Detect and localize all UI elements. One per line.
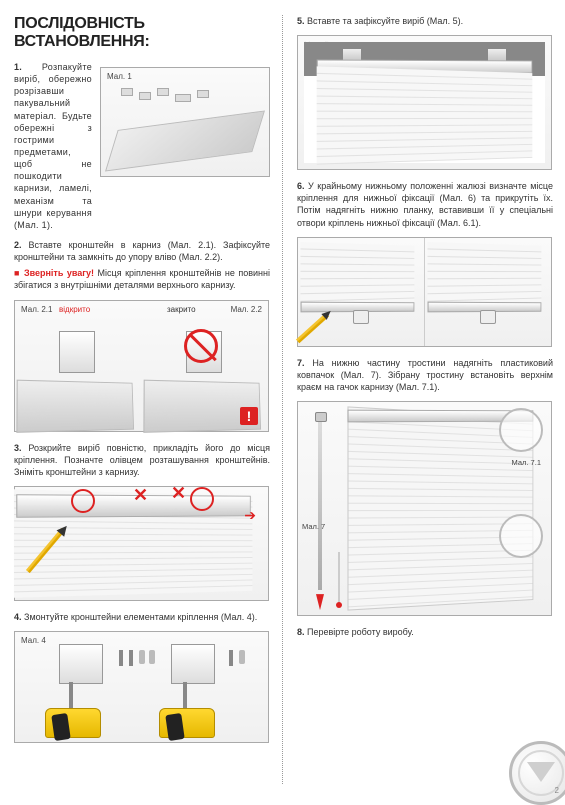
fig1-part (175, 94, 191, 102)
screw-icon (229, 650, 233, 666)
plug-icon (139, 650, 145, 664)
mark-circle-icon (71, 489, 95, 513)
step-3: 3. Розкрийте виріб повністю, прикладіть … (14, 442, 270, 478)
step-5: 5. Вставте та зафіксуйте виріб (Мал. 5). (297, 15, 553, 27)
figure-1-label: Мал. 1 (107, 72, 132, 81)
fig1-part (139, 92, 151, 100)
figure-2-2-label: Мал. 2.2 (231, 305, 262, 314)
step-2-warning: ■ Зверніть увагу! Місця кріплення кроншт… (14, 267, 270, 291)
drill-icon (159, 688, 229, 738)
step-4-num: 4. (14, 612, 22, 622)
red-x-icon: ✕ (171, 483, 186, 504)
figure-2: Мал. 2.1 відкрито закрито Мал. 2.2 ! (14, 300, 269, 432)
step-5-body: Вставте та зафіксуйте виріб (Мал. 5). (307, 16, 463, 26)
step-8-num: 8. (297, 627, 305, 637)
fig1-headrail (105, 110, 265, 171)
screw-icon (119, 650, 123, 666)
fig1-part (121, 88, 133, 96)
fig6-clip (353, 310, 369, 324)
figure-7-1-label: Мал. 7.1 (512, 458, 541, 467)
step-5-text: 5. Вставте та зафіксуйте виріб (Мал. 5). (297, 15, 553, 27)
fig2-bracket-open (59, 331, 95, 373)
fig1-part (197, 90, 209, 98)
step-7-body: На нижню частину тростини надягніть плас… (297, 358, 553, 392)
figure-7: Мал. 7 Мал. 7.1 (297, 401, 552, 616)
fig2-left (15, 321, 142, 431)
warn-label: Зверніть увагу! (24, 268, 94, 278)
page-title: ПОСЛІДОВНІСТЬ ВСТАНОВЛЕННЯ: (14, 15, 270, 51)
fig1-part (157, 88, 169, 96)
fig5-blinds (317, 66, 533, 164)
plug-icon (239, 650, 245, 664)
step-6: 6. У крайньому нижньому положенні жалюзі… (297, 180, 553, 229)
step-1: 1. Розпакуйте виріб, обережно розрізавши… (14, 61, 270, 231)
prohibit-icon (184, 329, 218, 363)
zoom-circle-icon (499, 408, 543, 452)
step-6-body: У крайньому нижньому положенні жалюзі ви… (297, 181, 553, 227)
step-3-body: Розкрийте виріб повністю, прикладіть йог… (14, 443, 270, 477)
step-8-text: 8. Перевірте роботу виробу. (297, 626, 553, 638)
step-4-text: 4. Змонтуйте кронштейни елементами кріпл… (14, 611, 270, 623)
pencil-icon (296, 312, 329, 342)
step-8-body: Перевірте роботу виробу. (307, 627, 414, 637)
page-number: 2 (555, 786, 559, 795)
figure-4-label: Мал. 4 (21, 636, 46, 645)
figure-3: Мал. 3 ✕ ✕ ➔ (14, 486, 269, 601)
step-4-body: Змонтуйте кронштейни елементами кріпленн… (24, 612, 257, 622)
step-7-num: 7. (297, 358, 305, 368)
mark-circle-icon (190, 487, 214, 511)
down-arrow-icon (527, 762, 555, 782)
open-label: відкрито (59, 305, 90, 314)
step-2-text: 2. Вставте кронштейн в карниз (Мал. 2.1)… (14, 239, 270, 263)
fig6-clip (480, 310, 496, 324)
step-1-body: Розпакуйте виріб, обережно розрізавши па… (14, 62, 92, 230)
fig2-bar (16, 379, 133, 432)
step-2: 2. Вставте кронштейн в карниз (Мал. 2.1)… (14, 239, 270, 292)
fig6-slats (428, 242, 542, 306)
arrow-icon: ➔ (244, 507, 256, 524)
fig6-left: Мал. 6 (298, 238, 425, 346)
fig7-cord (338, 552, 340, 604)
figure-5: Мал. 5 (297, 35, 552, 170)
step-3-num: 3. (14, 443, 22, 453)
closed-label: закрито (167, 305, 196, 314)
plug-icon (149, 650, 155, 664)
drill-icon (45, 688, 115, 738)
fig7-wand-tip-icon (316, 594, 324, 610)
step-4: 4. Змонтуйте кронштейни елементами кріпл… (14, 611, 270, 623)
fig7-cord-end (336, 602, 342, 608)
figure-4: Мал. 4 (14, 631, 269, 743)
screw-icon (129, 650, 133, 666)
fig4-bracket (59, 644, 103, 684)
warn-bullet: ■ (14, 268, 20, 278)
step-2-body: Вставте кронштейн в карниз (Мал. 2.1). З… (14, 240, 270, 262)
zoom-circle-icon (499, 514, 543, 558)
step-6-num: 6. (297, 181, 305, 191)
step-3-text: 3. Розкрийте виріб повністю, прикладіть … (14, 442, 270, 478)
figure-1: Мал. 1 (100, 67, 270, 177)
step-7-text: 7. На нижню частину тростини надягніть п… (297, 357, 553, 393)
figure-6: Мал. 6 Мал. 6.1 (297, 237, 552, 347)
left-column: ПОСЛІДОВНІСТЬ ВСТАНОВЛЕННЯ: 1. Розпакуйт… (0, 0, 282, 799)
step-1-num: 1. (14, 62, 22, 72)
right-column: 5. Вставте та зафіксуйте виріб (Мал. 5).… (283, 0, 565, 799)
step-2-num: 2. (14, 240, 22, 250)
figure-7-label: Мал. 7 (302, 522, 325, 531)
step-7: 7. На нижню частину тростини надягніть п… (297, 357, 553, 393)
figure-2-1-label: Мал. 2.1 (21, 305, 52, 314)
magnifier-overlay-icon (509, 741, 565, 805)
step-5-num: 5. (297, 16, 305, 26)
fig7-wand (318, 420, 322, 590)
step-6-text: 6. У крайньому нижньому положенні жалюзі… (297, 180, 553, 229)
fig6-right: Мал. 6.1 (425, 238, 551, 346)
red-x-icon: ✕ (133, 485, 148, 506)
step-1-text: 1. Розпакуйте виріб, обережно розрізавши… (14, 61, 92, 231)
fig4-bracket (171, 644, 215, 684)
warning-badge-icon: ! (240, 407, 258, 425)
fig6-slats (301, 242, 415, 306)
step-8: 8. Перевірте роботу виробу. (297, 626, 553, 638)
